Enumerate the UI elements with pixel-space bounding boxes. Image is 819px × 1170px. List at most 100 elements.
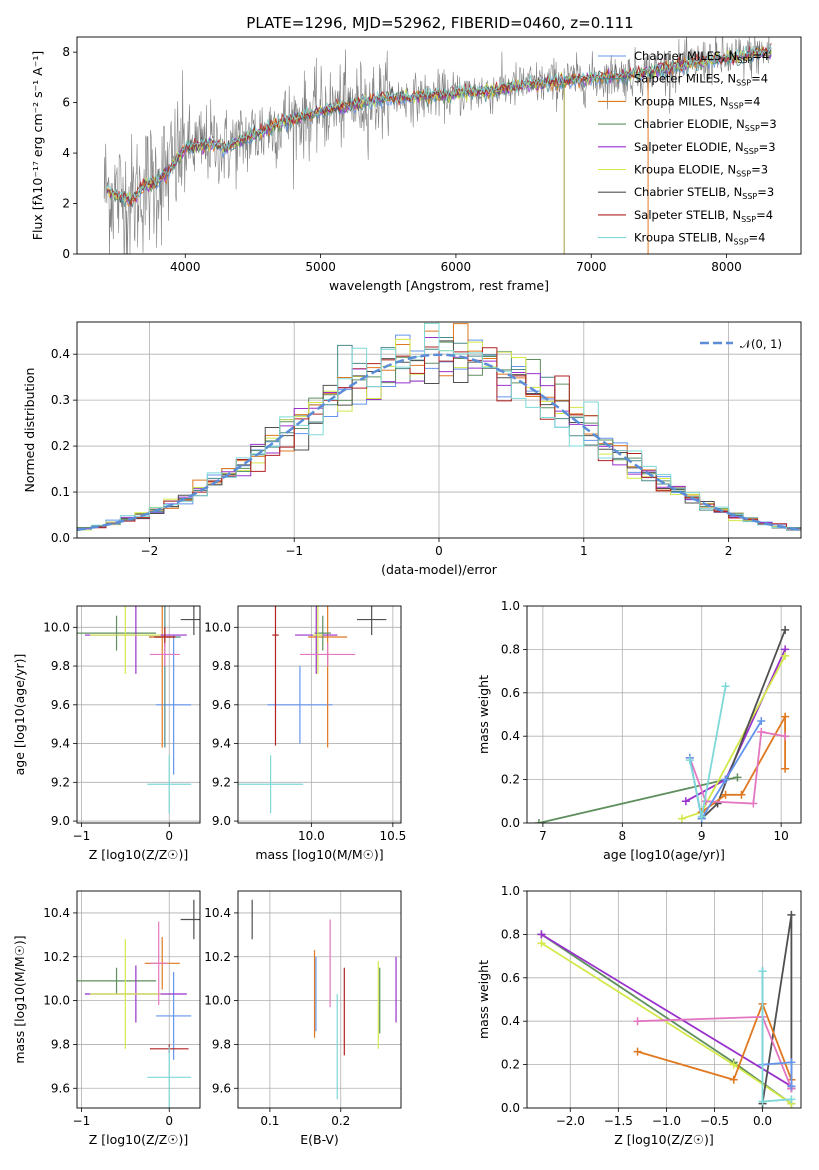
y-tick-label: 9.2 [51,775,70,789]
legend-label: Chabrier MILES, NSSP=4 [634,49,769,65]
axes-frame [237,605,402,824]
y-tick-label: 4 [62,146,70,160]
y-tick-label: 10.0 [43,620,70,634]
x-tick-label: −0.5 [700,1114,729,1128]
data-point [314,615,331,651]
legend-label: Salpeter MILES, NSSP=4 [634,72,768,88]
data-point [299,642,356,667]
x-tick-label: 7 [539,829,547,843]
data-point [721,790,730,799]
data-point [697,812,706,821]
data-point [149,642,180,667]
x-axis-label: E(B-V) [300,1132,339,1147]
x-tick-label: 0 [435,544,443,558]
data-point [156,972,192,1060]
panel-mass-age: 10.0 10.5 9.0 9.2 9.4 9.6 9.8 10.0 mass [log10(M… [204,605,406,862]
y-tick-label: 10.4 [204,906,231,920]
x-tick-label: −2.0 [556,1114,585,1128]
data-point [787,910,796,919]
data-point [677,814,686,823]
plot-area [527,891,801,1108]
x-tick-label: 0.2 [331,1114,350,1128]
data-point [77,967,157,995]
data-point [781,712,790,721]
axes-frame [237,890,402,1109]
x-tick-label: −1 [73,829,91,843]
y-tick-label: 0.0 [51,531,70,545]
legend-label: Kroupa MILES, NSSP=4 [634,94,760,110]
data-point [149,921,168,1005]
panel-age-weight: 7 8 9 10 0.0 0.2 0.4 0.6 0.8 1.0 age [log10(age/yr… [476,599,802,862]
y-tick-label: 0.4 [51,347,70,361]
x-axis-label: (data-model)/error [381,562,498,577]
y-tick-label: 10.0 [204,994,231,1008]
weight-line [637,1001,793,1081]
data-point [787,1095,796,1104]
panel-ebv-mass: 0.1 0.2 9.6 9.8 10.0 10.2 10.4 E(B-V) [204,890,402,1147]
figure-title: PLATE=1296, MJD=52962, FIBERID=0460, z=0… [246,14,633,32]
data-point [633,1017,642,1026]
legend-label: Kroupa STELIB, NSSP=4 [634,231,765,247]
data-point [90,606,161,674]
x-tick-label: 0 [165,829,173,843]
y-tick-label: 10.0 [43,994,70,1008]
y-axis-label: Flux [fλ10⁻¹⁷ erg cm⁻² s⁻¹ A⁻¹] [30,51,45,240]
x-tick-label: 5000 [305,260,336,274]
plot-area [527,606,801,823]
data-point [180,899,200,940]
histogram-series [77,322,801,530]
x-tick-label: 4000 [170,260,201,274]
y-tick-label: 0.0 [501,1101,520,1115]
data-point [781,651,790,660]
data-point [272,606,279,746]
data-point [787,1058,796,1067]
y-tick-label: 0.3 [51,393,70,407]
plot-area [238,891,401,1108]
axes-frame [76,890,201,1109]
y-tick-label: 1.0 [501,599,520,613]
legend: Chabrier MILES, NSSP=4 Salpeter MILES, NS… [598,49,777,247]
panel-z-mass: −1 0 9.6 9.8 10.0 10.2 10.4 Z [log10(Z/Z☉)] mass… [12,890,201,1147]
legend-label: Salpeter ELODIE, NSSP=3 [634,140,776,156]
data-point [308,606,348,748]
x-tick-label: 7000 [576,260,607,274]
data-point [681,797,690,806]
x-tick-label: 8 [618,829,626,843]
x-tick-label: 6000 [441,260,472,274]
y-tick-label: 0.6 [501,686,520,700]
y-tick-label: 9.8 [51,1037,70,1051]
x-axis-label: Z [log10(Z/Z☉)] [614,1132,714,1147]
data-point [729,1075,738,1084]
data-point [733,773,742,782]
y-tick-label: 9.8 [212,1037,231,1051]
normal-curve [77,353,801,532]
legend-label: Salpeter STELIB, NSSP=4 [634,208,773,224]
x-tick-label: 2 [725,544,733,558]
data-point [537,930,546,939]
axes-frame [76,605,201,824]
y-tick-label: 1.0 [501,884,520,898]
x-axis-label: age [log10(age/yr)] [603,847,725,862]
y-axis-label: age [log10(age/yr)] [12,654,27,776]
y-tick-label: 9.0 [212,814,231,828]
y-axis-label: mass [log10(M/M☉)] [12,935,27,1063]
model-line [106,45,772,205]
data-point [147,755,192,814]
model-line [106,42,772,207]
data-point [534,819,543,823]
y-tick-label: 0.2 [501,773,520,787]
x-tick-label: 0.1 [260,1114,279,1128]
plot-area [103,37,772,254]
y-tick-label: 9.4 [51,737,70,751]
data-point [729,1060,738,1069]
x-tick-label: −1.5 [604,1114,633,1128]
axes-frame [76,36,802,255]
legend-label: Kroupa ELODIE, NSSP=3 [634,163,768,179]
y-tick-label: 0.4 [501,1014,520,1028]
x-tick-label: 0 [165,1114,173,1128]
y-tick-label: 0.8 [501,927,520,941]
data-point [537,939,546,948]
y-tick-label: 0.4 [501,729,520,743]
data-point [267,666,333,744]
